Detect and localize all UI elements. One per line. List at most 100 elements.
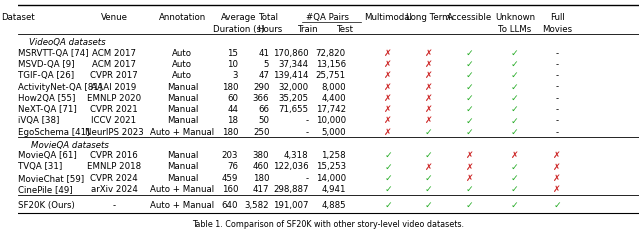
Text: 18: 18: [227, 116, 238, 125]
Text: Manual: Manual: [166, 93, 198, 102]
Text: 25,751: 25,751: [316, 71, 346, 80]
Text: ✗: ✗: [554, 162, 561, 171]
Text: ✓: ✓: [384, 162, 392, 171]
Text: -: -: [305, 127, 308, 136]
Text: 32,000: 32,000: [278, 82, 308, 91]
Text: MovieQA datasets: MovieQA datasets: [31, 141, 109, 150]
Text: MovieQA [61]: MovieQA [61]: [17, 150, 76, 159]
Text: 14,000: 14,000: [316, 173, 346, 182]
Text: 417: 417: [253, 184, 269, 193]
Text: 122,036: 122,036: [273, 162, 308, 171]
Text: MovieChat [59]: MovieChat [59]: [17, 173, 84, 182]
Text: 72,820: 72,820: [316, 49, 346, 57]
Text: 203: 203: [222, 150, 238, 159]
Text: 4,941: 4,941: [321, 184, 346, 193]
Text: 41: 41: [259, 49, 269, 57]
Text: ✓: ✓: [511, 200, 519, 209]
Text: ✗: ✗: [384, 127, 392, 136]
Text: Manual: Manual: [166, 105, 198, 114]
Text: ✗: ✗: [384, 60, 392, 69]
Text: 8,000: 8,000: [321, 82, 346, 91]
Text: ✓: ✓: [511, 127, 519, 136]
Text: CVPR 2021: CVPR 2021: [90, 105, 138, 114]
Text: 71,655: 71,655: [278, 105, 308, 114]
Text: ✗: ✗: [384, 82, 392, 91]
Text: ✓: ✓: [554, 200, 561, 209]
Text: Manual: Manual: [166, 82, 198, 91]
Text: ✓: ✓: [425, 150, 433, 159]
Text: ✓: ✓: [466, 71, 474, 80]
Text: Auto + Manual: Auto + Manual: [150, 127, 214, 136]
Text: How2QA [55]: How2QA [55]: [17, 93, 75, 102]
Text: -: -: [556, 49, 559, 57]
Text: ✓: ✓: [466, 60, 474, 69]
Text: Movies: Movies: [542, 25, 572, 34]
Text: 1,258: 1,258: [321, 150, 346, 159]
Text: ✗: ✗: [425, 93, 433, 102]
Text: ✓: ✓: [384, 200, 392, 209]
Text: ✗: ✗: [466, 150, 474, 159]
Text: 15,253: 15,253: [316, 162, 346, 171]
Text: Manual: Manual: [166, 173, 198, 182]
Text: ✗: ✗: [466, 173, 474, 182]
Text: ✗: ✗: [384, 71, 392, 80]
Text: #QA Pairs: #QA Pairs: [306, 13, 349, 22]
Text: -: -: [556, 60, 559, 69]
Text: 180: 180: [253, 173, 269, 182]
Text: 5: 5: [264, 60, 269, 69]
Text: 459: 459: [222, 173, 238, 182]
Text: ✓: ✓: [511, 116, 519, 125]
Text: Table 1. Comparison of SF20K with other story-level video datasets.: Table 1. Comparison of SF20K with other …: [193, 219, 465, 228]
Text: ✗: ✗: [384, 116, 392, 125]
Text: ✓: ✓: [425, 127, 433, 136]
Text: Multimodal: Multimodal: [364, 13, 412, 22]
Text: Unknown: Unknown: [495, 13, 535, 22]
Text: 460: 460: [253, 162, 269, 171]
Text: TVQA [31]: TVQA [31]: [17, 162, 62, 171]
Text: ✗: ✗: [384, 93, 392, 102]
Text: 250: 250: [253, 127, 269, 136]
Text: ✓: ✓: [466, 116, 474, 125]
Text: ✗: ✗: [384, 105, 392, 114]
Text: ✗: ✗: [425, 60, 433, 69]
Text: ✗: ✗: [425, 116, 433, 125]
Text: -: -: [556, 71, 559, 80]
Text: AAAI 2019: AAAI 2019: [92, 82, 136, 91]
Text: ✓: ✓: [511, 60, 519, 69]
Text: Manual: Manual: [166, 150, 198, 159]
Text: ✓: ✓: [466, 49, 474, 57]
Text: Venue: Venue: [100, 13, 127, 22]
Text: 60: 60: [227, 93, 238, 102]
Text: ✗: ✗: [466, 162, 474, 171]
Text: ✓: ✓: [511, 49, 519, 57]
Text: NeXT-QA [71]: NeXT-QA [71]: [17, 105, 76, 114]
Text: 76: 76: [227, 162, 238, 171]
Text: CinePile [49]: CinePile [49]: [17, 184, 72, 193]
Text: arXiv 2024: arXiv 2024: [90, 184, 138, 193]
Text: ✓: ✓: [511, 71, 519, 80]
Text: Manual: Manual: [166, 116, 198, 125]
Text: Auto: Auto: [172, 60, 193, 69]
Text: ✗: ✗: [425, 82, 433, 91]
Text: ✓: ✓: [384, 184, 392, 193]
Text: 4,885: 4,885: [321, 200, 346, 209]
Text: Full: Full: [550, 13, 564, 22]
Text: ✗: ✗: [554, 184, 561, 193]
Text: -: -: [556, 116, 559, 125]
Text: Total: Total: [259, 13, 280, 22]
Text: ✓: ✓: [511, 105, 519, 114]
Text: ✗: ✗: [425, 71, 433, 80]
Text: ✗: ✗: [425, 49, 433, 57]
Text: TGIF-QA [26]: TGIF-QA [26]: [17, 71, 74, 80]
Text: 640: 640: [222, 200, 238, 209]
Text: 380: 380: [253, 150, 269, 159]
Text: 298,887: 298,887: [273, 184, 308, 193]
Text: ACM 2017: ACM 2017: [92, 60, 136, 69]
Text: 180: 180: [222, 127, 238, 136]
Text: ICCV 2021: ICCV 2021: [92, 116, 136, 125]
Text: ✓: ✓: [466, 184, 474, 193]
Text: 191,007: 191,007: [273, 200, 308, 209]
Text: 180: 180: [222, 82, 238, 91]
Text: Dataset: Dataset: [1, 13, 35, 22]
Text: ✗: ✗: [511, 150, 519, 159]
